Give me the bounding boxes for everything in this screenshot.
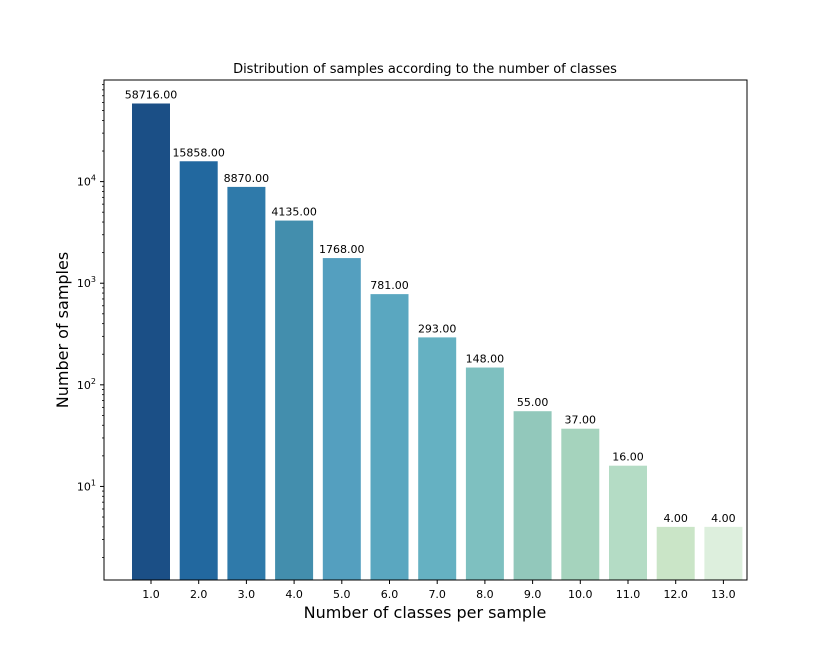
bar-value-label: 16.00 [612, 451, 644, 464]
x-tick-label: 1.0 [142, 588, 160, 601]
x-tick-label: 3.0 [238, 588, 256, 601]
bar-6.0 [370, 294, 409, 580]
bar-8.0 [465, 367, 504, 580]
bar-2.0 [179, 161, 218, 581]
x-tick-label: 10.0 [568, 588, 593, 601]
y-axis: 101 102 103 104 [77, 84, 104, 558]
bar-value-label: 58716.00 [125, 88, 178, 101]
y-axis-label: Number of samples [53, 252, 72, 408]
x-tick-label: 4.0 [285, 588, 303, 601]
bar-1.0 [132, 103, 170, 580]
bar-value-label: 15858.00 [172, 146, 225, 159]
bar-value-label: 1768.00 [319, 243, 365, 256]
y-tick-label: 104 [77, 174, 96, 189]
bar-value-label: 148.00 [466, 353, 505, 366]
bar-value-label: 37.00 [565, 414, 597, 427]
y-tick-label: 103 [77, 275, 96, 290]
bar-10.0 [561, 428, 600, 580]
x-tick-label: 11.0 [616, 588, 641, 601]
y-tick-label: 102 [77, 377, 96, 392]
x-axis-label: Number of classes per sample [304, 603, 547, 622]
bar-11.0 [609, 465, 647, 580]
x-tick-label: 12.0 [663, 588, 688, 601]
bar-4.0 [275, 220, 314, 581]
bar-9.0 [513, 411, 552, 580]
x-axis: 1.0 2.0 3.0 4.0 5.0 6.0 7.0 8.0 9.0 10.0 11.0 12.0 1… [142, 580, 736, 601]
plot-frame [103, 79, 748, 581]
x-tick-label: 6.0 [381, 588, 399, 601]
x-tick-label: 5.0 [333, 588, 351, 601]
bar-7.0 [418, 337, 457, 580]
x-tick-label: 9.0 [524, 588, 542, 601]
bar-value-label: 781.00 [370, 279, 409, 292]
x-tick-label: 2.0 [190, 588, 208, 601]
bar-12.0 [656, 526, 695, 580]
bar-value-label: 8870.00 [224, 172, 270, 185]
bar-13.0 [704, 526, 743, 580]
value-labels: 58716.00 15858.00 8870.00 4135.00 1768.00 781… [125, 88, 736, 524]
bar-value-label: 293.00 [418, 322, 457, 335]
x-tick-label: 8.0 [476, 588, 494, 601]
plot-bars [132, 103, 743, 581]
x-tick-label: 13.0 [711, 588, 736, 601]
bar-value-label: 55.00 [517, 396, 549, 409]
bar-3.0 [227, 186, 266, 580]
bar-value-label: 4.00 [711, 512, 736, 525]
y-tick-label: 101 [77, 478, 96, 493]
bar-value-label: 4.00 [663, 512, 688, 525]
chart-title: Distribution of samples according to the… [233, 62, 617, 77]
bar-5.0 [322, 258, 361, 580]
bar-value-label: 4135.00 [271, 206, 317, 219]
x-tick-label: 7.0 [428, 588, 446, 601]
